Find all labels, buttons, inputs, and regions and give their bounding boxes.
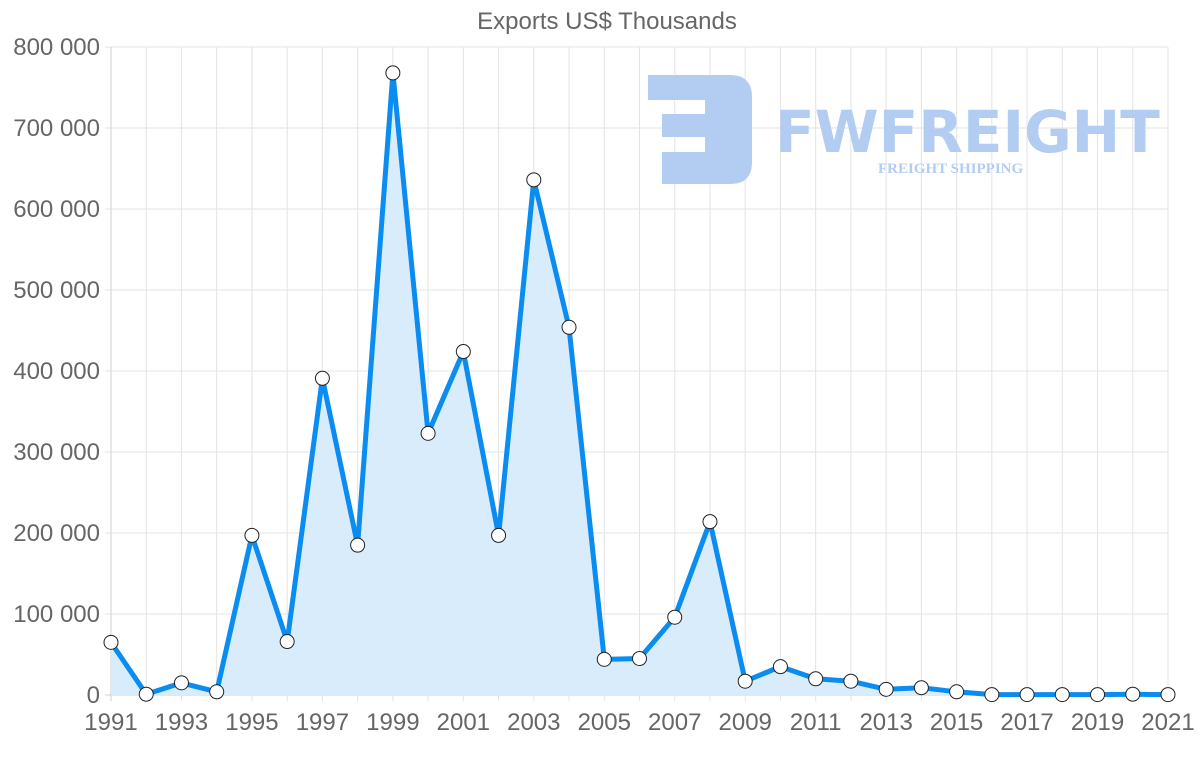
data-point[interactable] bbox=[1160, 687, 1176, 703]
y-tick-label: 600 000 bbox=[13, 196, 100, 223]
watermark-tagline: FREIGHT SHIPPING bbox=[878, 161, 1023, 177]
series-fill bbox=[111, 72, 1168, 695]
y-tick-label: 0 bbox=[87, 682, 100, 709]
data-point[interactable] bbox=[244, 527, 260, 543]
x-tick-label: 2007 bbox=[648, 709, 701, 736]
data-point[interactable] bbox=[843, 673, 859, 689]
y-tick-label: 800 000 bbox=[13, 34, 100, 61]
fwfreight-logo-icon bbox=[648, 75, 752, 184]
data-point[interactable] bbox=[455, 344, 471, 360]
data-point[interactable] bbox=[1054, 687, 1070, 703]
data-point[interactable] bbox=[138, 686, 154, 702]
x-tick-label: 2021 bbox=[1141, 709, 1194, 736]
data-point[interactable] bbox=[350, 537, 366, 553]
watermark-brand: FWFREIGHT bbox=[775, 98, 1160, 166]
data-point[interactable] bbox=[772, 659, 788, 675]
data-point[interactable] bbox=[1019, 687, 1035, 703]
x-tick-label: 2009 bbox=[719, 709, 772, 736]
x-tick-label: 2017 bbox=[1000, 709, 1053, 736]
x-tick-label: 1993 bbox=[155, 709, 208, 736]
data-point[interactable] bbox=[596, 651, 612, 667]
y-tick-label: 500 000 bbox=[13, 277, 100, 304]
data-point[interactable] bbox=[209, 684, 225, 700]
x-tick-label: 2013 bbox=[859, 709, 912, 736]
data-point[interactable] bbox=[279, 634, 295, 650]
y-tick-label: 400 000 bbox=[13, 358, 100, 385]
x-tick-label: 1991 bbox=[84, 709, 137, 736]
x-tick-label: 2011 bbox=[790, 709, 842, 736]
data-point[interactable] bbox=[808, 671, 824, 687]
data-point[interactable] bbox=[1125, 686, 1141, 702]
data-point[interactable] bbox=[702, 514, 718, 530]
y-tick-label: 100 000 bbox=[13, 601, 100, 628]
data-point[interactable] bbox=[103, 634, 119, 650]
data-points bbox=[103, 65, 1176, 703]
data-point[interactable] bbox=[632, 651, 647, 667]
data-point[interactable] bbox=[1090, 687, 1106, 703]
data-point[interactable] bbox=[491, 527, 507, 543]
data-point[interactable] bbox=[667, 609, 683, 625]
x-tick-label: 1999 bbox=[366, 709, 419, 736]
x-tick-label: 1997 bbox=[296, 709, 349, 736]
data-point[interactable] bbox=[913, 680, 929, 696]
data-point[interactable] bbox=[561, 319, 577, 335]
x-tick-label: 2005 bbox=[578, 709, 631, 736]
x-tick-label: 2015 bbox=[930, 709, 983, 736]
data-point[interactable] bbox=[878, 681, 894, 697]
y-tick-label: 300 000 bbox=[13, 439, 100, 466]
y-axis-ticks: 0 100 000 200 000 300 000 400 000 500 000 600 … bbox=[13, 34, 100, 709]
data-point[interactable] bbox=[526, 172, 542, 188]
x-tick-label: 2003 bbox=[507, 709, 560, 736]
data-point[interactable] bbox=[737, 673, 753, 689]
chart-title: Exports US$ Thousands bbox=[477, 8, 737, 35]
x-tick-label: 1995 bbox=[225, 709, 278, 736]
data-point[interactable] bbox=[385, 65, 401, 81]
y-tick-label: 200 000 bbox=[13, 520, 100, 547]
fwfreight-watermark: FWFREIGHT FREIGHT SHIPPING bbox=[648, 75, 1160, 184]
data-point[interactable] bbox=[314, 370, 330, 386]
data-point[interactable] bbox=[949, 684, 965, 700]
data-point[interactable] bbox=[984, 687, 1000, 703]
data-point[interactable] bbox=[173, 675, 189, 691]
x-tick-label: 2019 bbox=[1071, 709, 1124, 736]
y-tick-label: 700 000 bbox=[13, 115, 100, 142]
x-tick-label: 2001 bbox=[437, 709, 490, 736]
data-point[interactable] bbox=[420, 425, 436, 441]
x-axis-ticks: 1991 1993 1995 1997 1999 2001 2003 2005 2007 2009… bbox=[84, 709, 1194, 736]
